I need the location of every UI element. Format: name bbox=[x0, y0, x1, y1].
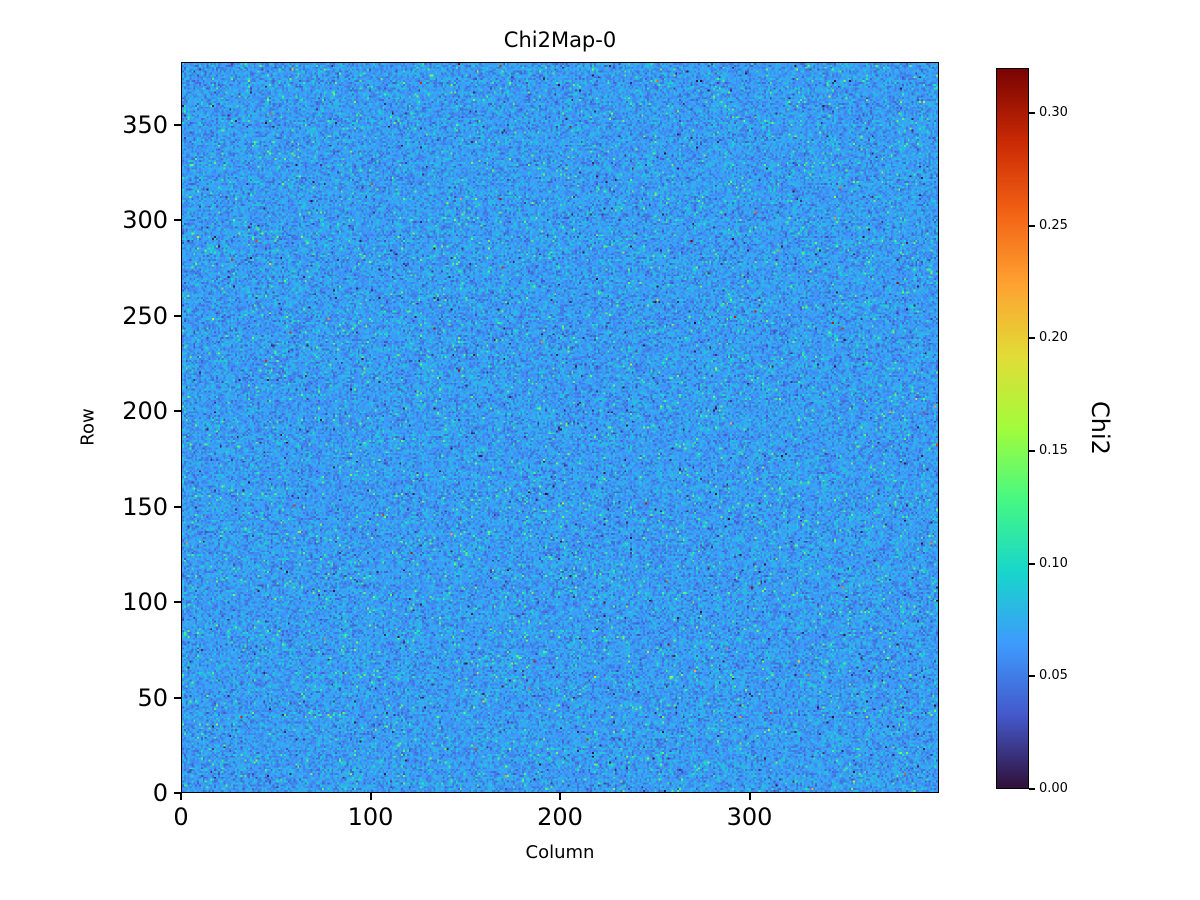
colorbar-tick-mark bbox=[1029, 224, 1035, 227]
heatmap-image bbox=[182, 63, 938, 792]
y-tick-label: 200 bbox=[122, 397, 168, 426]
colorbar-tick-mark bbox=[1029, 562, 1035, 565]
y-tick-mark bbox=[174, 792, 181, 794]
x-tick-label: 100 bbox=[347, 803, 394, 831]
colorbar-tick-label: 0.20 bbox=[1039, 330, 1068, 346]
colorbar-tick-label: 0.10 bbox=[1039, 555, 1068, 571]
colorbar-tick-mark bbox=[1029, 675, 1035, 678]
x-tick-label: 300 bbox=[726, 803, 773, 831]
y-tick-label: 300 bbox=[122, 206, 168, 235]
colorbar-tick-label: 0.30 bbox=[1039, 105, 1068, 121]
x-tick-mark bbox=[748, 793, 751, 800]
colorbar-tick-label: 0.15 bbox=[1039, 443, 1068, 459]
plot-area bbox=[181, 62, 939, 793]
x-axis-label: Column bbox=[525, 842, 595, 863]
y-tick-label: 100 bbox=[122, 588, 168, 617]
colorbar bbox=[996, 68, 1029, 789]
colorbar-tick-mark bbox=[1029, 112, 1035, 115]
y-tick-label: 0 bbox=[152, 779, 168, 807]
colorbar-tick-mark bbox=[1029, 788, 1035, 790]
y-tick-mark bbox=[174, 314, 181, 317]
y-tick-label: 250 bbox=[122, 301, 168, 330]
colorbar-tick-mark bbox=[1029, 337, 1035, 340]
y-tick-mark bbox=[174, 601, 181, 604]
y-tick-mark bbox=[174, 505, 181, 508]
y-tick-label: 50 bbox=[137, 683, 168, 712]
colorbar-gradient bbox=[997, 69, 1028, 788]
y-tick-label: 150 bbox=[122, 492, 168, 521]
y-tick-label: 350 bbox=[122, 110, 168, 139]
colorbar-label: Chi2 bbox=[1086, 401, 1114, 455]
x-tick-mark bbox=[180, 793, 182, 800]
colorbar-tick-label: 0.05 bbox=[1039, 668, 1068, 684]
y-tick-mark bbox=[174, 696, 181, 699]
colorbar-tick-label: 0.25 bbox=[1039, 217, 1068, 233]
y-tick-mark bbox=[174, 410, 181, 413]
x-tick-mark bbox=[559, 793, 561, 800]
y-tick-mark bbox=[174, 123, 181, 126]
y-tick-mark bbox=[174, 219, 181, 222]
y-axis-label: Row bbox=[77, 408, 99, 446]
chart-title: Chi2Map-0 bbox=[503, 28, 617, 52]
x-tick-label: 0 bbox=[173, 803, 189, 831]
x-tick-label: 200 bbox=[537, 803, 583, 831]
x-tick-mark bbox=[369, 793, 372, 800]
colorbar-tick-mark bbox=[1029, 450, 1035, 453]
colorbar-tick-label: 0.00 bbox=[1039, 781, 1068, 796]
